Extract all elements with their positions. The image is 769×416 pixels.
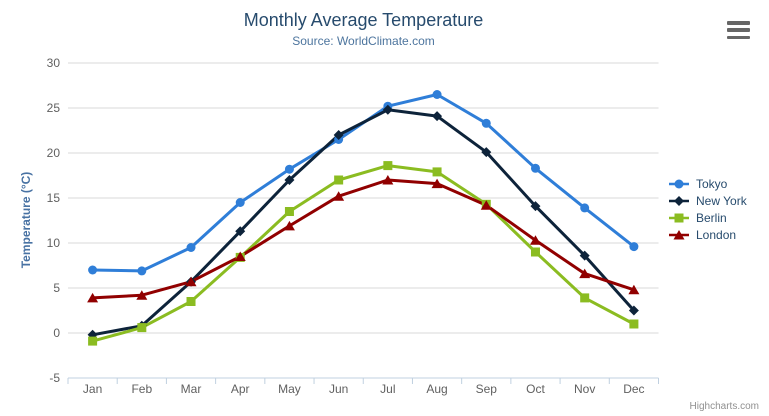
legend-item-london[interactable]: London — [669, 226, 747, 243]
legend-label: New York — [696, 193, 747, 208]
legend-item-tokyo[interactable]: Tokyo — [669, 175, 747, 192]
legend-marker-triangle-icon — [669, 229, 689, 239]
y-axis-label: 5 — [53, 281, 60, 295]
data-point[interactable] — [136, 290, 148, 300]
data-point[interactable] — [284, 175, 295, 185]
x-axis-label: Oct — [526, 382, 545, 396]
data-point[interactable] — [333, 191, 345, 201]
data-point[interactable] — [432, 167, 442, 177]
hamburger-icon — [727, 35, 750, 39]
x-axis-label: Feb — [131, 382, 152, 396]
credits-link[interactable]: Highcharts.com — [689, 401, 759, 412]
data-point[interactable] — [580, 293, 590, 303]
data-point[interactable] — [530, 247, 540, 257]
circle-icon — [674, 179, 684, 188]
x-axis-label: Aug — [426, 382, 447, 396]
x-axis-label: Sep — [476, 382, 498, 396]
data-point[interactable] — [186, 243, 196, 252]
data-point[interactable] — [629, 242, 639, 252]
hamburger-icon — [727, 21, 750, 25]
data-point[interactable] — [137, 266, 147, 276]
y-axis-label: 30 — [47, 56, 61, 70]
data-point[interactable] — [234, 251, 246, 262]
data-point[interactable] — [333, 130, 344, 140]
triangle-icon — [673, 229, 685, 239]
data-point[interactable] — [382, 104, 393, 115]
legend-label: London — [696, 227, 737, 242]
x-axis-label: Dec — [623, 382, 644, 396]
data-point[interactable] — [88, 336, 98, 346]
data-point[interactable] — [284, 164, 294, 174]
data-point[interactable] — [432, 90, 442, 99]
data-point[interactable] — [628, 284, 640, 295]
data-point[interactable] — [530, 201, 541, 212]
legend-label: Tokyo — [696, 176, 728, 191]
data-point[interactable] — [579, 268, 591, 279]
legend: Tokyo New York Berlin London — [669, 175, 747, 243]
data-point[interactable] — [87, 292, 99, 303]
diamond-icon — [674, 195, 684, 206]
data-point[interactable] — [580, 203, 590, 213]
chart-title: Monthly Average Temperature — [243, 10, 484, 30]
data-point[interactable] — [480, 200, 492, 210]
y-axis-label: 20 — [47, 146, 61, 160]
legend-marker-diamond-icon — [669, 195, 689, 206]
y-axis-label: 15 — [47, 191, 61, 205]
data-point[interactable] — [382, 175, 394, 185]
export-menu-button[interactable] — [727, 21, 750, 39]
y-axis-label: 0 — [53, 326, 60, 340]
data-point[interactable] — [235, 198, 245, 207]
data-point[interactable] — [88, 265, 98, 275]
data-point[interactable] — [481, 147, 492, 158]
data-point[interactable] — [284, 207, 294, 216]
y-axis-label: -5 — [49, 371, 60, 385]
x-axis-label: Apr — [231, 382, 250, 396]
data-point[interactable] — [137, 323, 147, 333]
y-axis-label: 25 — [47, 101, 61, 115]
data-point[interactable] — [431, 178, 443, 189]
hamburger-icon — [727, 28, 750, 32]
series-line-new-york — [91, 108, 636, 337]
chart-subtitle: Source: WorldClimate.com — [292, 34, 435, 48]
y-axis-title: Temperature (°C) — [19, 171, 33, 269]
x-axis-label: Jun — [329, 382, 348, 396]
x-axis-label: Jul — [380, 382, 395, 396]
x-axis-label: May — [278, 382, 301, 396]
data-point[interactable] — [481, 118, 491, 128]
legend-label: Berlin — [696, 210, 727, 225]
x-axis-label: Nov — [574, 382, 595, 396]
x-axis-label: Jan — [83, 382, 102, 396]
data-point[interactable] — [186, 297, 196, 306]
data-point[interactable] — [579, 250, 590, 261]
data-point[interactable] — [628, 305, 639, 316]
square-icon — [674, 213, 684, 222]
legend-marker-square-icon — [669, 213, 689, 222]
data-point[interactable] — [432, 111, 443, 122]
data-point[interactable] — [529, 235, 541, 245]
data-point[interactable] — [530, 163, 540, 173]
legend-item-new-york[interactable]: New York — [669, 192, 747, 209]
data-point[interactable] — [283, 220, 295, 231]
data-point[interactable] — [185, 276, 197, 287]
legend-item-berlin[interactable]: Berlin — [669, 209, 747, 226]
data-point[interactable] — [383, 161, 393, 171]
data-point[interactable] — [235, 226, 246, 237]
data-point[interactable] — [334, 175, 344, 185]
series-line-berlin — [91, 164, 636, 343]
y-axis-label: 10 — [47, 236, 61, 250]
series-line-london — [91, 178, 636, 300]
legend-marker-circle-icon — [669, 179, 689, 188]
data-point[interactable] — [629, 319, 639, 329]
x-axis-label: Mar — [181, 382, 202, 396]
